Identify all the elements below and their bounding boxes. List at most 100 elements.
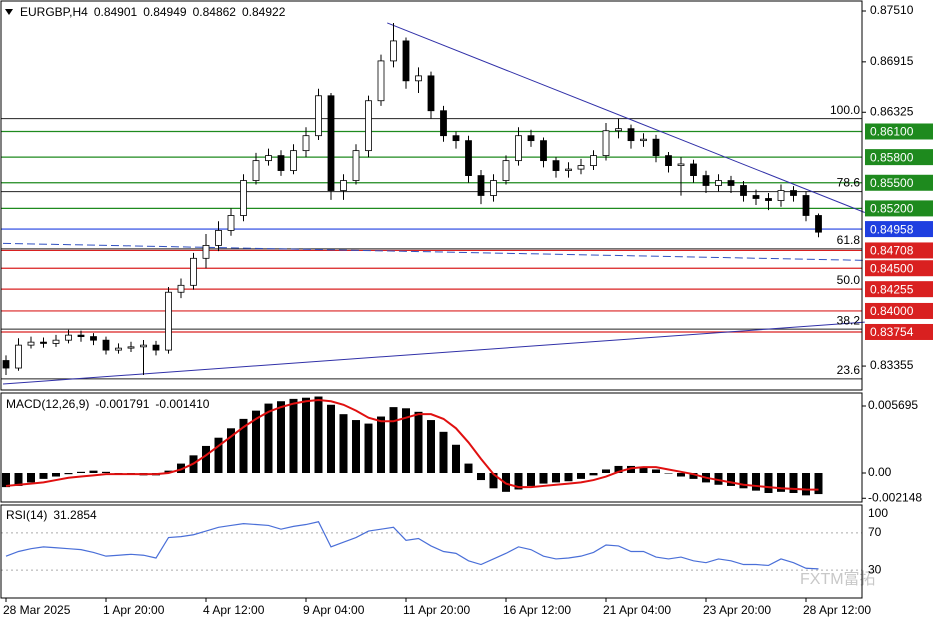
macd-bar <box>327 404 335 473</box>
x-tick-label: 4 Apr 12:00 <box>203 603 265 617</box>
macd-bar <box>377 416 385 473</box>
candle-body <box>102 339 110 351</box>
level-box <box>865 242 933 259</box>
macd-bar <box>214 437 223 473</box>
main-frame <box>0 0 863 391</box>
candle-body <box>340 180 347 191</box>
macd-bar <box>589 473 598 476</box>
macd-bar <box>102 471 110 473</box>
macd-bar <box>239 418 248 473</box>
candle-body <box>565 168 572 171</box>
candle-body <box>502 160 510 181</box>
candle-body <box>527 135 535 142</box>
candle-body <box>2 360 10 369</box>
candle-body <box>727 180 735 186</box>
watermark: FXTM富拓 <box>800 570 876 588</box>
candle-body <box>390 40 397 62</box>
macd-bar <box>77 471 85 473</box>
macd-bar <box>714 473 723 485</box>
candle-body <box>352 150 360 181</box>
candle-body <box>690 163 697 176</box>
level-label: 0.85500 <box>870 176 914 190</box>
candle-body <box>77 334 85 337</box>
fib-label: 50.0 <box>837 273 861 287</box>
candle-body <box>427 75 435 112</box>
macd-bar <box>2 473 10 488</box>
level-box <box>865 260 933 277</box>
macd-bar <box>464 463 473 473</box>
macd-bar <box>539 473 548 484</box>
macd-bar <box>677 473 685 477</box>
macd-bar <box>752 473 760 491</box>
macd-bar <box>689 473 698 479</box>
level-label: 0.84708 <box>870 244 914 258</box>
mark-layer <box>2 22 865 570</box>
candle-body <box>815 215 822 233</box>
menu-triangle <box>5 9 13 15</box>
candle-body <box>240 180 247 216</box>
macd-bar <box>364 423 373 473</box>
macd-bar <box>264 403 273 473</box>
candle-body <box>627 128 635 142</box>
level-box <box>865 200 933 217</box>
candle-body <box>115 347 122 351</box>
x-tick-label: 28 Mar 2025 <box>3 603 71 617</box>
macd-bar <box>252 410 260 473</box>
candle-body <box>202 245 210 259</box>
level-label: 0.84500 <box>870 261 914 275</box>
candle-body <box>765 198 772 201</box>
level-box <box>865 174 933 191</box>
fib-label: 61.8 <box>837 233 861 247</box>
level-box <box>865 323 933 340</box>
candle-body <box>315 95 322 137</box>
candle-body <box>302 135 310 152</box>
header-text: 0.84922 <box>242 5 286 19</box>
macd-bar <box>564 473 573 482</box>
y-tick-label: 30 <box>868 562 882 576</box>
macd-bar <box>27 473 35 483</box>
level-box <box>865 123 933 140</box>
candle-body <box>265 155 272 162</box>
macd-bar <box>452 444 460 473</box>
macd-bar <box>402 408 410 473</box>
macd-bar <box>577 473 585 479</box>
candle-body <box>15 344 22 369</box>
macd-bar <box>652 469 660 473</box>
level-label: 0.84255 <box>870 282 914 296</box>
level-box <box>865 149 933 166</box>
level-box <box>865 302 933 319</box>
candle-body <box>252 160 260 181</box>
candle-body <box>377 60 385 102</box>
candle-body <box>740 185 747 196</box>
macd-bar <box>314 396 323 473</box>
macd-bar <box>427 420 435 473</box>
macd-bar <box>164 470 173 473</box>
candle-body <box>677 163 685 166</box>
candle-body <box>227 215 235 231</box>
candle-body <box>140 344 147 348</box>
candle-body <box>490 180 497 196</box>
candle-body <box>152 344 160 351</box>
signal-line <box>5 399 819 491</box>
macd-bar <box>552 473 560 483</box>
candle-body <box>165 291 172 351</box>
macd-bar <box>489 473 498 489</box>
macd-bar <box>352 420 360 473</box>
level-label: 0.85200 <box>870 202 914 216</box>
y-tick-label: 0.86325 <box>870 104 914 118</box>
macd-bar <box>527 473 535 486</box>
macd-bar <box>789 473 798 493</box>
macd-bar <box>202 445 210 473</box>
candle-body <box>90 336 97 341</box>
candle-body <box>402 40 410 82</box>
candle-body <box>702 175 710 186</box>
macd-bar <box>289 398 298 473</box>
candle-body <box>652 138 660 156</box>
candle-body <box>452 135 460 142</box>
candle-body <box>515 135 522 162</box>
candle-body <box>540 140 547 162</box>
header-text: 0.84949 <box>143 5 187 19</box>
macd-label: MACD(12,26,9) <box>6 397 89 411</box>
candle-body <box>440 110 447 137</box>
header-text: 0.84901 <box>94 5 138 19</box>
